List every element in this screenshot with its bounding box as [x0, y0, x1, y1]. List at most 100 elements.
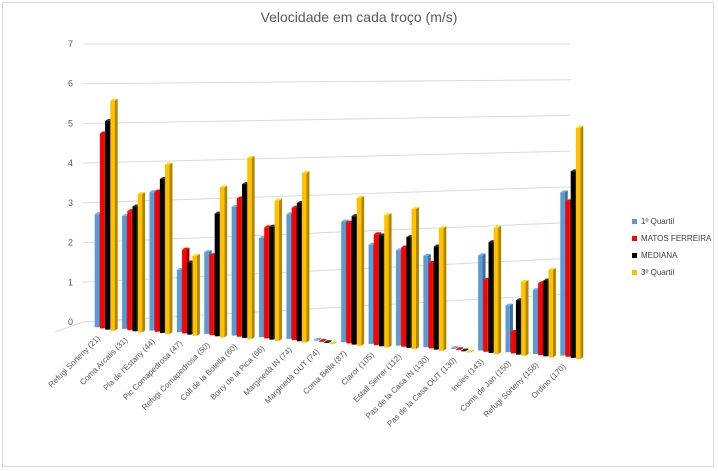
bar-front [242, 184, 247, 338]
bar-top [341, 219, 349, 222]
bar-6-3-quartil [247, 156, 255, 340]
bar-side [142, 192, 146, 333]
bar-front [296, 203, 302, 342]
bar-front [356, 197, 362, 346]
bar-top [505, 303, 513, 306]
y-tick-label-4: 4 [68, 158, 73, 168]
bar-top [329, 341, 337, 344]
bar-top [192, 253, 200, 256]
bar-top [493, 225, 502, 228]
bar-front [137, 194, 143, 333]
bar-front [132, 206, 137, 332]
bar-top [356, 195, 365, 198]
bar-front [433, 246, 439, 350]
legend-item: MEDIANA [632, 247, 711, 264]
bar-8-3-quartil [302, 171, 310, 343]
bar-1-3-quartil [110, 98, 118, 331]
legend-swatch [632, 270, 637, 275]
bar-front [324, 342, 329, 343]
y-axis-ticks: 0 1 2 3 4 5 6 7 [68, 39, 73, 327]
bar-top [450, 346, 459, 349]
bar-top [204, 250, 212, 253]
bar-front [401, 247, 406, 347]
bar-front [565, 201, 570, 357]
bar-top [461, 348, 469, 351]
bar-front [165, 164, 170, 335]
bar-front [548, 270, 553, 358]
bar-front [532, 289, 538, 354]
bar-side [224, 185, 228, 338]
legend-swatch [632, 253, 637, 258]
legend-label: MEDIANA [641, 251, 678, 260]
bar-front [154, 191, 160, 332]
bar-5-3-quartil [219, 185, 228, 338]
x-tick-label: Coll de la Botella (60) [179, 342, 240, 403]
bar-front [378, 235, 384, 347]
bar-front [274, 200, 280, 341]
bar-front [570, 171, 576, 358]
chart-title: Velocidade em cada troço (m/s) [260, 9, 458, 25]
bar-front [384, 215, 389, 348]
bar-top [302, 171, 310, 174]
bar-9-3-quartil [329, 341, 337, 345]
bar-side [114, 98, 118, 331]
y-tick-label-5: 5 [68, 118, 73, 128]
bar-front [428, 262, 433, 349]
bar-front [346, 222, 351, 344]
bar-14-mediana [461, 348, 469, 352]
bar-4-3-quartil [192, 253, 200, 336]
bar-front [478, 255, 483, 351]
legend-swatch [632, 236, 637, 241]
gridline-6 [82, 79, 571, 85]
bar-top [319, 338, 327, 341]
bar-front [488, 242, 493, 353]
bar-top [423, 253, 431, 256]
legend-label: 3º Quartil [641, 268, 675, 277]
bar-front [127, 211, 132, 331]
bar-10-3-quartil [356, 195, 365, 346]
bar-front [204, 252, 209, 334]
bar-15-3-quartil [493, 225, 502, 355]
bar-top [264, 225, 272, 228]
bar-front [302, 173, 307, 343]
y-tick-label-3: 3 [68, 198, 73, 208]
y-tick-label-6: 6 [68, 79, 73, 89]
bars [94, 98, 584, 360]
bar-top [313, 337, 322, 340]
bar-12-3-quartil [411, 207, 419, 350]
legend-item: 1º Quartil [632, 213, 711, 230]
bar-front [351, 216, 356, 345]
bar-top [274, 198, 283, 201]
gridline-4 [82, 150, 571, 164]
bar-2-3-quartil [137, 192, 146, 333]
bar-front [543, 280, 548, 357]
x-tick-label: Refugi Sorteny (21) [47, 334, 103, 390]
bar-11-3-quartil [384, 213, 392, 348]
bar-front [182, 249, 187, 334]
bar-side [470, 349, 474, 353]
bar-top [411, 207, 419, 210]
legend: 1º Quartil MATOS FERREIRA MEDIANA 3º Quarti… [632, 213, 711, 281]
bar-front [455, 349, 461, 351]
bar-top [438, 226, 447, 229]
bar-front [411, 209, 416, 350]
bar-front [521, 281, 526, 356]
x-tick-label: Pla de l'Estany (44) [102, 337, 157, 392]
gridline-5 [82, 114, 571, 124]
bar-side [196, 253, 200, 336]
bar-front [259, 237, 264, 338]
bar-front [176, 269, 182, 333]
bar-14-1-quartil [450, 346, 459, 349]
bar-top [324, 340, 332, 343]
bar-top [560, 190, 568, 193]
bar-front [423, 255, 428, 348]
bar-front [214, 213, 220, 337]
bar-side [251, 156, 255, 340]
bar-front [209, 255, 214, 336]
bar-front [461, 350, 466, 352]
bar-side [318, 337, 322, 341]
legend-swatch [632, 219, 637, 224]
bar-7-3-quartil [274, 198, 283, 341]
bar-front [450, 348, 456, 349]
bar-front [269, 226, 274, 340]
